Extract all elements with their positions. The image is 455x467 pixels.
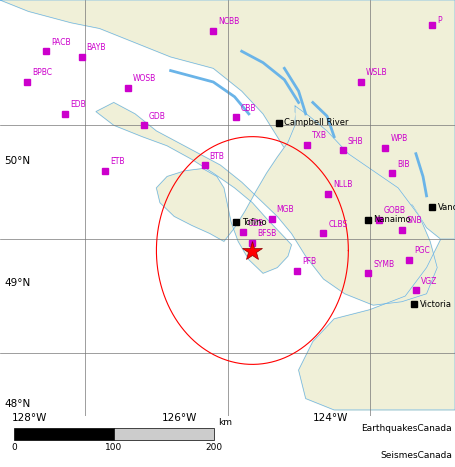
- Text: GDB: GDB: [149, 112, 166, 120]
- Text: SHB: SHB: [348, 137, 363, 146]
- Text: BPBC: BPBC: [32, 69, 52, 78]
- Text: WSLB: WSLB: [366, 69, 388, 78]
- Text: BAYB: BAYB: [87, 43, 106, 52]
- Text: Campbell River: Campbell River: [284, 119, 349, 127]
- Polygon shape: [402, 260, 427, 279]
- Polygon shape: [324, 148, 345, 171]
- Text: EDB: EDB: [71, 100, 86, 109]
- Text: WOSB: WOSB: [133, 74, 156, 83]
- Polygon shape: [298, 239, 455, 410]
- Text: TXB: TXB: [312, 131, 327, 140]
- Text: NCBB: NCBB: [218, 17, 239, 26]
- Bar: [114, 428, 214, 439]
- Text: 126°W: 126°W: [162, 413, 197, 423]
- Text: 124°W: 124°W: [313, 413, 349, 423]
- Text: MGB: MGB: [277, 205, 294, 214]
- Text: 200: 200: [206, 443, 222, 452]
- Text: P: P: [437, 16, 442, 25]
- Text: VGZ: VGZ: [421, 277, 437, 286]
- Text: 100: 100: [106, 443, 123, 452]
- Polygon shape: [274, 105, 295, 125]
- Bar: [14, 428, 114, 439]
- Text: 128°W: 128°W: [12, 413, 47, 423]
- Polygon shape: [0, 0, 455, 239]
- Text: SYMB: SYMB: [373, 260, 394, 269]
- Text: OZB: OZB: [248, 219, 264, 228]
- Text: PACB: PACB: [51, 38, 71, 47]
- Text: BIB: BIB: [397, 160, 410, 169]
- Text: BFSB: BFSB: [258, 229, 277, 238]
- Text: EarthquakesCanada: EarthquakesCanada: [361, 424, 452, 433]
- Text: BTB: BTB: [210, 152, 225, 161]
- Text: ETB: ETB: [110, 157, 125, 166]
- Text: 48°N: 48°N: [5, 399, 31, 409]
- Text: Tofino: Tofino: [242, 218, 266, 226]
- Text: 50°N: 50°N: [5, 156, 30, 166]
- Text: SNB: SNB: [407, 217, 422, 226]
- Text: km: km: [218, 417, 232, 427]
- Text: CBB: CBB: [241, 104, 257, 113]
- Text: GOBB: GOBB: [384, 206, 406, 215]
- Text: SeismesCanada: SeismesCanada: [380, 451, 452, 460]
- Text: PFB: PFB: [302, 257, 316, 267]
- Text: NLLB: NLLB: [334, 180, 353, 189]
- Text: WPB: WPB: [390, 134, 408, 143]
- Text: 49°N: 49°N: [5, 277, 31, 288]
- Text: Nanaimo: Nanaimo: [373, 215, 411, 224]
- Text: 0: 0: [11, 443, 17, 452]
- Text: PGC: PGC: [414, 246, 430, 255]
- Text: Vanc: Vanc: [438, 203, 455, 212]
- Text: CLBS: CLBS: [329, 220, 348, 229]
- Polygon shape: [96, 102, 437, 305]
- Text: Victoria: Victoria: [420, 299, 451, 309]
